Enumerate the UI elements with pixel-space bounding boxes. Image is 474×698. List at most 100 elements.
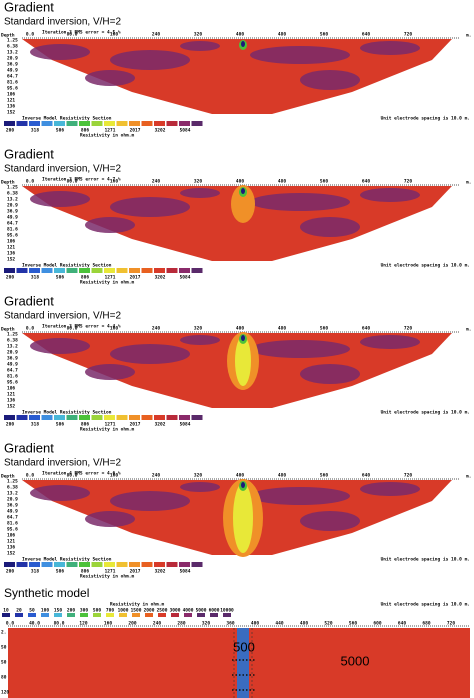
depth-label: 121 (7, 98, 15, 104)
low-zone (360, 188, 420, 202)
synthetic-scale-box (145, 613, 153, 617)
x-label: 480 (278, 32, 286, 38)
low-zone (250, 340, 350, 358)
depth-label: 20.9 (7, 56, 18, 62)
scale-box (91, 415, 103, 420)
scale-label: 1271 (105, 275, 116, 281)
x-label: 480 (278, 179, 286, 185)
x-label: 80.0 (67, 326, 78, 332)
low-zone (250, 46, 350, 64)
synthetic-scale-label: 10 (3, 608, 9, 614)
depth-label: 95.6 (7, 233, 18, 239)
depth-label: 152 (7, 257, 15, 263)
scale-label: 1271 (105, 422, 116, 428)
x-label: 0.0 (26, 473, 34, 479)
synthetic-scale-box (28, 613, 36, 617)
scale-label: 318 (31, 569, 39, 575)
synthetic-x-label: 120 (79, 621, 87, 627)
x-label: 640 (362, 179, 370, 185)
spacing-note: Unit electrode spacing is 10.0 m. (381, 116, 470, 122)
synthetic-x-label: 280 (177, 621, 185, 627)
scale-box (66, 415, 78, 420)
scale-label: 2017 (130, 569, 141, 575)
synthetic-x-label: 600 (373, 621, 381, 627)
x-unit: m. (466, 475, 471, 480)
depth-title: Depth (1, 327, 15, 333)
x-label: 0.0 (26, 326, 34, 332)
depth-label: 95.6 (7, 380, 18, 386)
iteration-label: Iteration 3 RMS error = 4.7 % (42, 177, 121, 183)
scale-label: 506 (56, 275, 64, 281)
anomaly-core (241, 482, 245, 488)
low-zone (85, 217, 135, 233)
depth-label: 121 (7, 392, 15, 398)
x-unit: m. (466, 328, 471, 333)
scale-box (29, 268, 40, 273)
scale-box (191, 268, 203, 273)
anomaly-core (241, 41, 245, 47)
synthetic-scale-label: 50 (29, 608, 35, 614)
depth-label: 13.2 (7, 50, 18, 56)
synthetic-scale-box (41, 613, 49, 617)
synthetic-scale-label: 5000 (196, 608, 207, 614)
synthetic-x-label: 200 (128, 621, 136, 627)
scale-box (129, 121, 140, 126)
depth-label: 36.9 (7, 356, 18, 362)
depth-label: 36.9 (7, 503, 18, 509)
low-zone (360, 482, 420, 496)
scale-label: 318 (31, 128, 39, 134)
section-title: Inverse Model Resistivity Section (22, 557, 112, 563)
low-zone (300, 217, 360, 237)
depth-label: 95.6 (7, 86, 18, 92)
depth-label: 106 (7, 92, 15, 98)
scale-box (141, 268, 153, 273)
low-zone (300, 70, 360, 90)
depth-label: 49.9 (7, 509, 18, 515)
low-zone (110, 197, 190, 217)
depth-label: 136 (7, 251, 15, 257)
depth-label: 13.2 (7, 491, 18, 497)
scale-label: 3202 (155, 422, 166, 428)
plume-outer (231, 185, 255, 223)
low-zone (360, 335, 420, 349)
synthetic-spacing: Unit electrode spacing is 10.0 m. (381, 602, 470, 608)
scale-box (29, 121, 40, 126)
scale-label: 506 (56, 422, 64, 428)
depth-label: 152 (7, 551, 15, 557)
scale-box (66, 121, 78, 126)
x-label: 560 (320, 326, 328, 332)
scale-label: 200 (6, 275, 14, 281)
x-label: 400 (236, 473, 244, 479)
depth-label: 13.2 (7, 344, 18, 350)
x-label: 640 (362, 32, 370, 38)
scale-box (154, 268, 165, 273)
synthetic-block (237, 628, 249, 698)
scale-box (66, 562, 78, 567)
depth-label: 36.9 (7, 62, 18, 68)
synthetic-scale-box (158, 613, 166, 617)
scale-box (41, 121, 53, 126)
low-zone (110, 344, 190, 364)
depth-label: 64.7 (7, 368, 18, 374)
synthetic-scale-box (119, 613, 127, 617)
scale-box (104, 268, 115, 273)
scale-box (179, 415, 190, 420)
low-zone (250, 193, 350, 211)
scale-box (4, 415, 15, 420)
x-label: 560 (320, 473, 328, 479)
low-zone (110, 491, 190, 511)
low-zone (85, 364, 135, 380)
depth-label: 64.7 (7, 74, 18, 80)
low-zone (110, 50, 190, 70)
synthetic-scale-label: 700 (106, 608, 114, 614)
x-label: 0.0 (26, 32, 34, 38)
scale-box (191, 121, 203, 126)
scale-label: 506 (56, 569, 64, 575)
low-zone (250, 487, 350, 505)
x-label: 320 (194, 179, 202, 185)
scale-box (29, 562, 40, 567)
synthetic-x-label: 400 (251, 621, 259, 627)
depth-title: Depth (1, 474, 15, 480)
scale-box (54, 415, 65, 420)
scale-box (116, 121, 128, 126)
